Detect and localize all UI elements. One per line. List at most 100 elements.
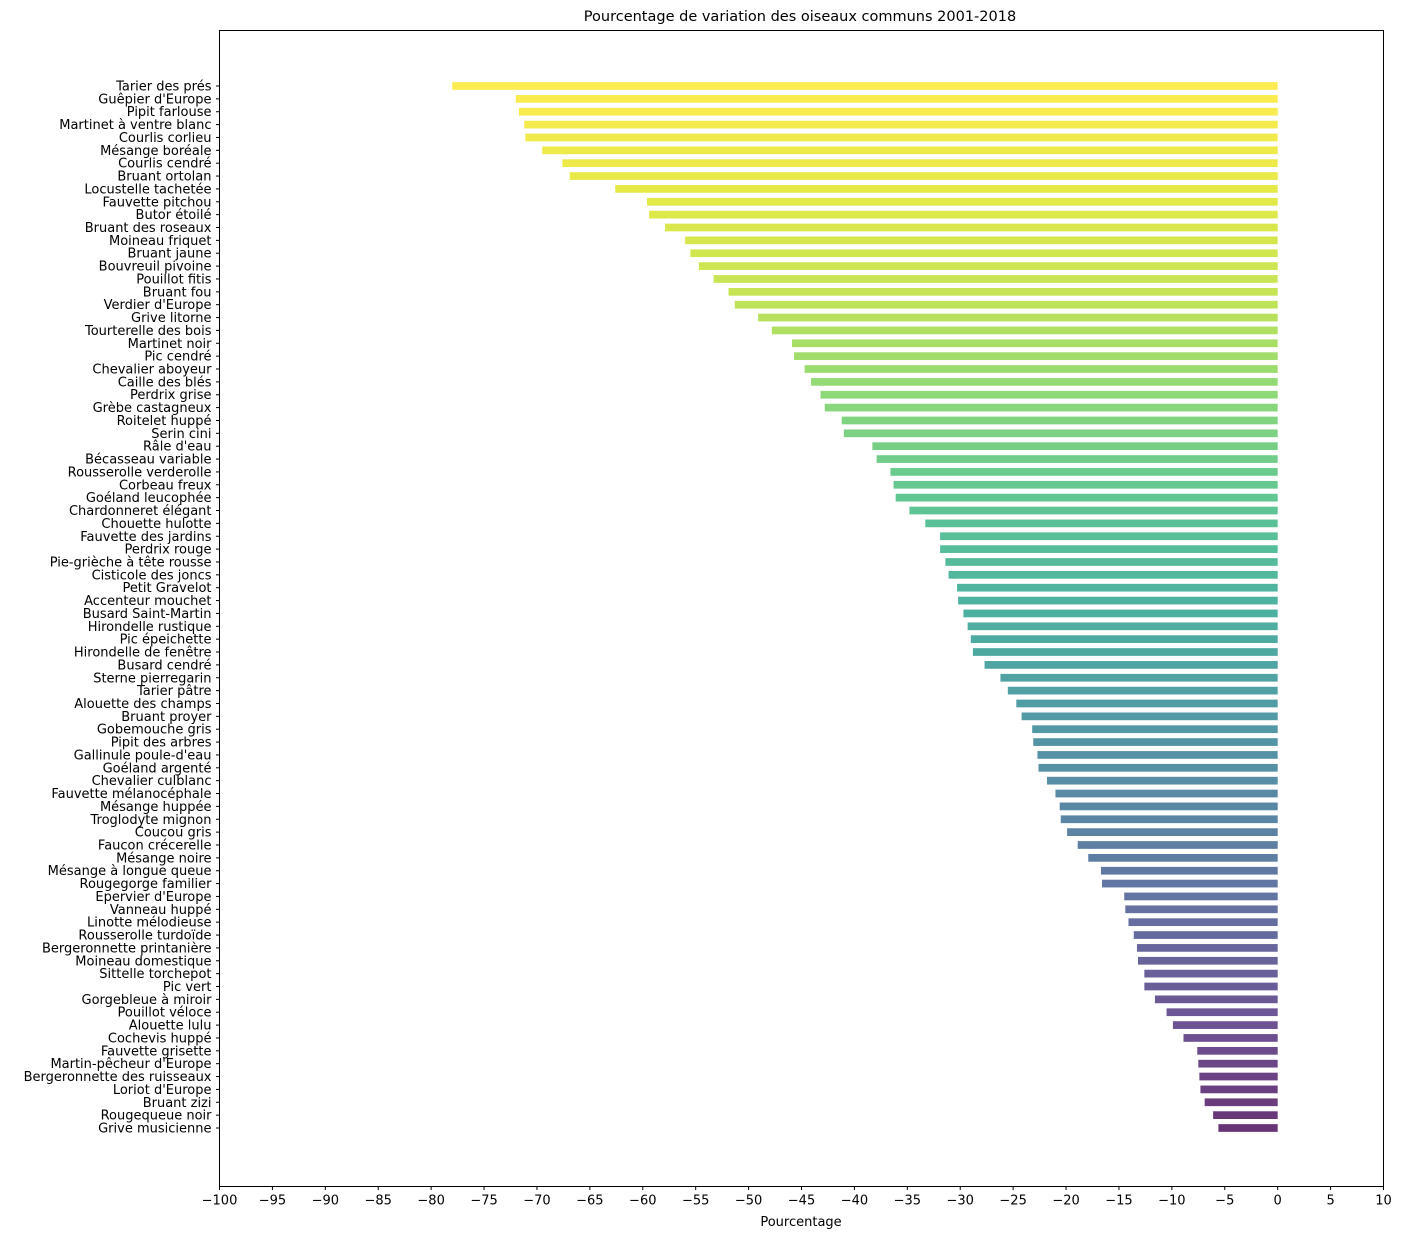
bar	[895, 493, 1278, 502]
bar	[1172, 1021, 1278, 1029]
category-label: Grive litorne	[131, 311, 211, 326]
x-tick-label: −70	[523, 1194, 550, 1209]
category-label: Faucon crécerelle	[98, 838, 212, 853]
category-label: Martin-pêcheur d'Europe	[50, 1057, 211, 1072]
bar	[562, 159, 1278, 168]
category-label: Bécasseau variable	[85, 453, 211, 468]
bar	[811, 378, 1278, 386]
category-label: Roitelet huppé	[117, 414, 212, 429]
x-tick-label: −95	[259, 1194, 286, 1209]
category-label: Courlis cendré	[118, 157, 211, 172]
category-label: Gobemouche gris	[97, 723, 212, 738]
category-label: Râle d'eau	[143, 440, 212, 455]
bar	[1183, 1034, 1278, 1042]
category-label: Grive musicienne	[98, 1122, 211, 1137]
x-tick-label: −25	[999, 1194, 1026, 1209]
category-label: Guêpier d'Europe	[98, 92, 211, 107]
chart-title: Pourcentage de variation des oiseaux com…	[584, 9, 1016, 25]
bar	[1124, 892, 1278, 901]
category-label: Bruant des roseaux	[85, 221, 212, 236]
x-tick-label: −90	[312, 1194, 339, 1209]
bar	[713, 275, 1278, 283]
bar	[664, 223, 1278, 232]
category-label: Bergeronnette printanière	[42, 941, 212, 956]
x-tick-label: 5	[1326, 1194, 1334, 1209]
bar	[948, 570, 1278, 579]
category-label: Fauvette des jardins	[80, 530, 211, 545]
category-label: Fauvette pitchou	[102, 195, 211, 210]
category-label: Vanneau huppé	[110, 903, 212, 918]
bar	[771, 326, 1278, 335]
bar	[957, 583, 1278, 592]
category-label: Cochevis huppé	[108, 1031, 212, 1046]
bar	[1102, 879, 1278, 888]
category-label: Epervier d'Europe	[95, 890, 211, 905]
category-label: Pic épeichette	[120, 633, 212, 648]
x-axis-label: Pourcentage	[760, 1215, 841, 1230]
bar	[967, 622, 1278, 631]
bar	[1007, 686, 1278, 695]
bar	[972, 648, 1278, 656]
bar	[1060, 815, 1278, 824]
category-label: Alouette des champs	[74, 697, 211, 712]
bar	[728, 287, 1278, 296]
x-tick-label: −10	[1158, 1194, 1185, 1209]
bar	[1037, 751, 1278, 759]
bar	[525, 133, 1278, 142]
x-tick-label: −40	[841, 1194, 868, 1209]
x-tick-label: −35	[894, 1194, 921, 1209]
category-label: Tourterelle des bois	[84, 324, 212, 339]
bar	[1038, 763, 1278, 772]
x-tick-label: 0	[1274, 1194, 1282, 1209]
bar	[524, 120, 1278, 129]
bar	[876, 455, 1278, 463]
category-label: Chevalier aboyeur	[92, 363, 212, 378]
bar	[1144, 982, 1278, 991]
x-tick-label: −65	[576, 1194, 603, 1209]
bar	[1204, 1098, 1278, 1107]
bar	[940, 532, 1278, 541]
bar	[1218, 1124, 1278, 1132]
category-label: Busard cendré	[117, 658, 211, 673]
category-label: Locustelle tachetée	[84, 182, 211, 197]
x-tick-label: −55	[682, 1194, 709, 1209]
bar	[1197, 1046, 1278, 1055]
bar	[1021, 712, 1278, 721]
bar	[1088, 853, 1278, 862]
category-label: Verdier d'Europe	[104, 298, 212, 313]
bar	[1016, 699, 1278, 708]
category-label: Chouette hulotte	[101, 517, 211, 532]
category-label: Serin cini	[151, 427, 211, 442]
bar	[925, 519, 1278, 528]
category-label: Accenteur mouchet	[84, 594, 211, 609]
category-label: Fauvette mélanocéphale	[51, 787, 211, 802]
bar	[1000, 673, 1278, 682]
category-label: Gallinule poule-d'eau	[74, 748, 212, 763]
x-tick-label: −45	[788, 1194, 815, 1209]
bar	[970, 635, 1278, 644]
x-tick-label: −100	[202, 1194, 238, 1209]
category-label: Coucou gris	[135, 826, 212, 841]
x-tick-label: 10	[1375, 1194, 1392, 1209]
x-tick-label: −15	[1105, 1194, 1132, 1209]
category-label: Perdrix rouge	[124, 543, 211, 558]
category-label: Mésange huppée	[100, 800, 212, 815]
bar	[984, 661, 1278, 669]
x-tick-label: −80	[417, 1194, 444, 1209]
bar	[893, 480, 1278, 489]
x-tick-label: −60	[629, 1194, 656, 1209]
category-label: Goéland argenté	[103, 761, 212, 776]
bar	[1199, 1072, 1278, 1081]
category-label: Chardonneret élégant	[69, 504, 212, 519]
bar	[1133, 931, 1278, 939]
category-label: Pic vert	[163, 980, 212, 995]
category-label: Mésange boréale	[100, 144, 211, 159]
bar	[1128, 918, 1278, 927]
category-label: Rougequeue noir	[101, 1109, 213, 1124]
category-label: Goéland leucophée	[86, 491, 212, 506]
category-label: Linotte mélodieuse	[87, 916, 211, 931]
bar	[1166, 1008, 1278, 1017]
category-label: Rousserolle verderolle	[68, 465, 212, 480]
category-label: Pouillot véloce	[118, 1006, 212, 1021]
